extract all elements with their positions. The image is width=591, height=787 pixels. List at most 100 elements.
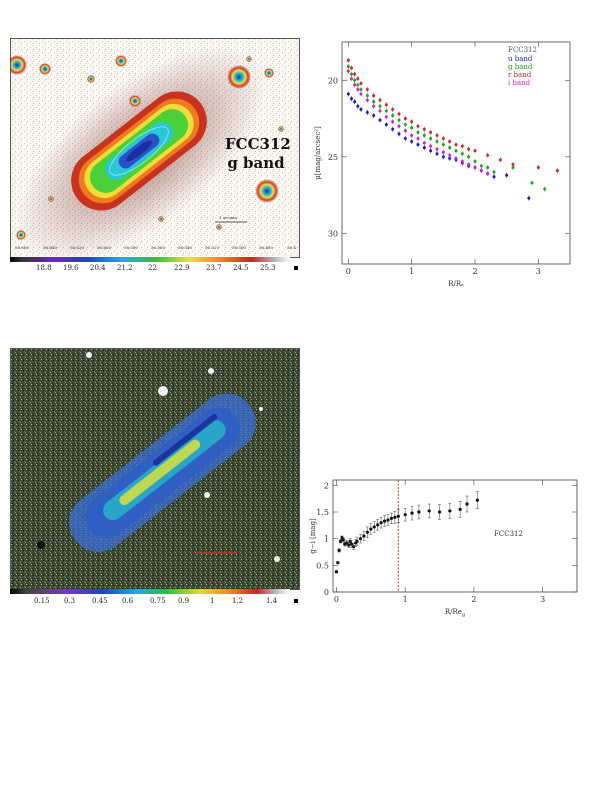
data-point	[454, 156, 458, 160]
x-axis-title-subscript: g	[462, 612, 466, 618]
data-point	[403, 129, 407, 133]
legend-entry: g band	[508, 63, 533, 71]
data-point	[372, 113, 376, 117]
data-point	[473, 159, 477, 163]
data-point	[492, 175, 496, 179]
cbar-tick: 24.5	[233, 264, 249, 272]
x-tick-label: 0	[346, 267, 351, 276]
data-point	[397, 112, 401, 116]
data-point	[347, 543, 351, 547]
star	[48, 196, 54, 202]
cbar-tick: 0.9	[178, 597, 190, 605]
ra-tick: 56.560	[151, 245, 165, 250]
star	[16, 230, 26, 240]
data-point	[448, 153, 452, 157]
star	[39, 63, 51, 75]
star	[86, 352, 92, 358]
surface-brightness-plot: 0 1 2 3 20 25 30 R/Rₑ μ[mag/arcsec²] FCC312 u band…	[310, 30, 578, 298]
data-point	[403, 136, 407, 140]
data-point	[346, 69, 350, 73]
data-point	[369, 527, 373, 531]
data-point	[352, 545, 356, 549]
y-tick-label: 0	[324, 588, 329, 597]
data-point	[492, 170, 496, 174]
color-map-galaxy	[69, 393, 256, 553]
g-band-colorbar-ticks: 18.8 19.6 20.4 21.2 22 22.9 23.7 24.5 25…	[10, 264, 298, 274]
data-point	[396, 514, 400, 518]
legend-entry: u band	[508, 55, 533, 63]
data-point	[391, 127, 395, 131]
star	[208, 368, 214, 374]
ra-tick: 56.520	[205, 245, 219, 250]
data-point	[346, 92, 350, 96]
cbar-tick: 0.75	[150, 597, 166, 605]
data-point	[386, 518, 390, 522]
ra-tick: 56.4	[287, 245, 296, 250]
data-point	[365, 94, 369, 98]
data-point	[498, 158, 502, 162]
cbar-tick: 23.7	[206, 264, 222, 272]
galaxy-name: FCC312	[225, 135, 291, 153]
cbar-tick: 0.15	[34, 597, 50, 605]
x-tick-label: 0	[334, 595, 339, 604]
data-point	[441, 136, 445, 140]
galaxy-isophotes	[71, 91, 207, 211]
data-point	[362, 534, 366, 538]
ra-tick: 56.660	[15, 245, 29, 250]
data-point	[391, 107, 395, 111]
ra-axis-ticks: 56.660 56.640 56.620 56.600 56.580 56.56…	[11, 245, 299, 253]
x-tick-label: 2	[472, 267, 477, 276]
data-point	[435, 140, 439, 144]
data-point	[448, 146, 452, 150]
g-band-colorbar-end	[294, 266, 298, 270]
star	[227, 65, 251, 89]
g-band-colorbar	[10, 257, 290, 262]
data-point	[341, 538, 345, 542]
cbar-tick: 0.6	[122, 597, 134, 605]
star	[278, 126, 284, 132]
data-point	[429, 144, 433, 148]
data-point	[473, 166, 477, 170]
ra-tick: 56.600	[97, 245, 111, 250]
data-point	[429, 130, 433, 134]
star	[129, 95, 141, 107]
x-axis-title: R/Rₑ	[448, 280, 464, 288]
data-point	[358, 537, 363, 541]
data-point	[448, 509, 452, 513]
data-point	[356, 87, 360, 91]
data-point	[346, 58, 350, 62]
data-point	[416, 136, 420, 140]
plot-frame	[341, 41, 571, 265]
cbar-tick: 18.8	[36, 264, 52, 272]
ra-tick: 56.480	[259, 245, 273, 250]
galaxy-name-label: FCC312 g band	[225, 135, 291, 173]
g-band-image	[11, 39, 299, 257]
data-point	[511, 166, 515, 170]
data-point	[353, 100, 357, 104]
data-point	[429, 136, 433, 140]
data-point	[365, 110, 369, 114]
data-point	[467, 162, 471, 166]
data-point	[473, 149, 477, 153]
data-point	[378, 98, 382, 102]
data-point	[429, 149, 433, 153]
data-point	[359, 92, 363, 96]
data-point	[353, 78, 357, 82]
color-map-colorbar	[10, 589, 290, 594]
data-point	[441, 150, 445, 154]
cbar-tick: 22.9	[174, 264, 190, 272]
data-point	[397, 124, 401, 128]
x-tick-label: 3	[536, 267, 541, 276]
data-point	[437, 510, 442, 514]
data-point	[465, 502, 469, 506]
data-point	[454, 149, 458, 153]
data-point	[389, 516, 394, 520]
data-point	[555, 169, 559, 173]
x-tick-label: 3	[540, 595, 545, 604]
cbar-tick: 1.4	[266, 597, 278, 605]
data-point	[359, 107, 363, 111]
y-tick-label: 1	[324, 535, 329, 544]
data-point	[403, 513, 407, 517]
color-profile-svg: 0 1 2 3 0 0.5 1 1.5 2 R/Reg g−i [mag] FCC312	[309, 479, 578, 618]
